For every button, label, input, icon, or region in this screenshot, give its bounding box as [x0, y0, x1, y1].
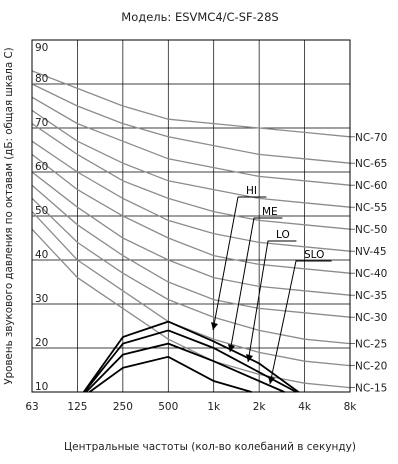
series-label: ME	[262, 206, 278, 218]
nc-curve-label: NC-30	[355, 312, 387, 324]
nc-curve-label: NC-25	[355, 339, 387, 351]
series-label-arrowhead	[246, 354, 253, 362]
y-tick-label: 70	[35, 117, 48, 129]
nc-curve-label: NC-70	[355, 132, 387, 144]
series-label-arrowhead	[228, 344, 235, 352]
series-label-arrowhead	[211, 322, 218, 330]
series-label-leader	[247, 240, 297, 363]
y-axis-label: Уровень звукового давления по октавам (д…	[3, 47, 15, 384]
x-tick-label: 4k	[298, 401, 312, 413]
nc-curve-label: NC-55	[355, 202, 387, 214]
nc-curve-label: NC-40	[355, 268, 387, 280]
y-tick-label: 10	[35, 381, 48, 393]
plot-frame	[31, 39, 351, 393]
series-label: SLO	[304, 249, 324, 261]
nc-curve-label: NC-20	[355, 361, 387, 373]
nc-curve-label: NC-65	[355, 158, 387, 170]
series-line	[85, 342, 285, 393]
x-tick-label: 2k	[253, 401, 267, 413]
y-tick-label: 20	[35, 337, 48, 349]
nc-curve	[32, 70, 350, 138]
nc-curve	[32, 109, 350, 208]
nc-curve	[32, 153, 350, 274]
x-tick-label: 8k	[344, 401, 358, 413]
x-tick-label: 63	[25, 401, 38, 413]
nc-curve-label: NC-35	[355, 290, 387, 302]
series-line	[88, 355, 252, 393]
nc-curve-label: NC-50	[355, 224, 387, 236]
series-line	[83, 329, 297, 393]
y-tick-label: 80	[35, 73, 48, 85]
nc-curve	[32, 123, 350, 230]
x-tick-label: 1k	[207, 401, 221, 413]
series-line	[82, 320, 300, 393]
nc-curve-label: NC-60	[355, 180, 387, 192]
x-tick-label: 500	[158, 401, 178, 413]
nc-curve	[32, 228, 350, 389]
nc-curve	[32, 83, 350, 164]
nc-curve	[32, 211, 350, 367]
series-label-leader	[269, 260, 332, 385]
x-tick-label: 250	[113, 401, 133, 413]
nc-curve	[32, 171, 350, 296]
series-label-arrowhead	[268, 376, 275, 384]
nc-curve	[32, 96, 350, 186]
nc-curve	[32, 184, 350, 318]
series-label: HI	[246, 185, 257, 197]
y-tick-label: 50	[35, 205, 48, 217]
y-tick-label: 40	[35, 249, 48, 261]
series-label: LO	[276, 229, 290, 241]
nc-curve	[32, 197, 350, 345]
series-label-leader	[229, 217, 283, 353]
y-tick-label: 30	[35, 293, 48, 305]
y-tick-label: 90	[35, 42, 48, 54]
y-tick-label: 60	[35, 161, 48, 173]
nc-curve-label: NC-15	[355, 383, 387, 395]
chart-title: Модель: ESVMC4/C-SF-28S	[121, 10, 278, 24]
nc-curve	[32, 140, 350, 252]
series-label-leader	[212, 196, 267, 331]
nc-curve-label: NV-45	[355, 246, 387, 258]
x-axis-label: Центральные частоты (кол-во колебаний в …	[64, 441, 356, 453]
x-tick-label: 125	[67, 401, 87, 413]
